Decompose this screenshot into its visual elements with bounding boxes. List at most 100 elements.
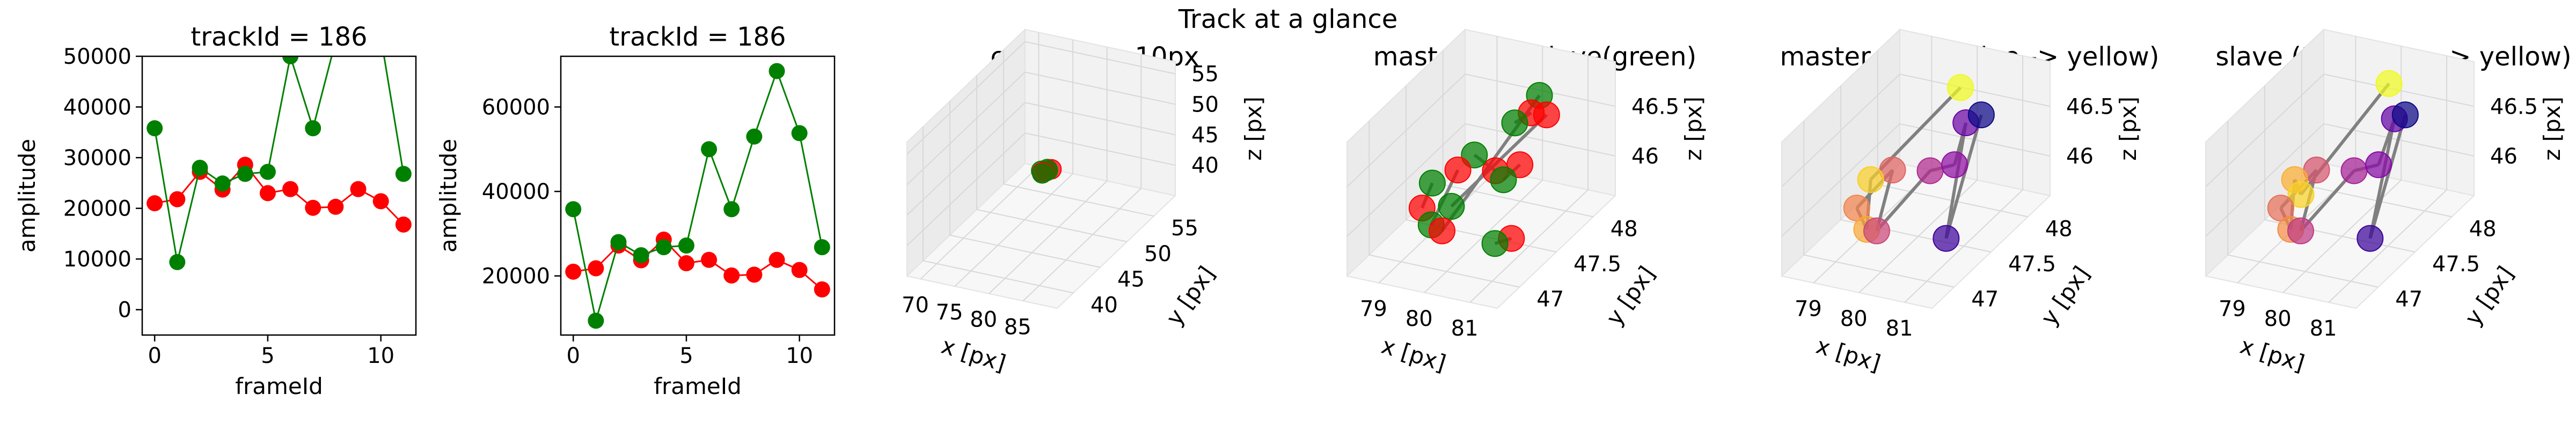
data-point-red-1 [588,260,604,277]
data-point-green-3 [214,175,231,192]
data-point-green-2 [192,160,208,176]
data-point-red-6 [701,251,718,268]
grid-line-y [976,75,1128,242]
trajectory-segment [1944,122,1968,239]
data-point-7 [1031,163,1052,184]
x-tick-label: 5 [261,344,274,368]
data-point-6 [1444,157,1472,184]
z-axis-label: z [px] [1680,96,1707,161]
data-point-green-5 [259,164,276,180]
y-tick-label: 48 [2045,217,2073,241]
data-point-green-4 [237,166,253,182]
data-point-8 [1933,225,1960,252]
grid-line-y [923,127,1074,294]
series-line-green [572,69,823,321]
data-point-green-11 [814,239,830,256]
z-axis-label: z [px] [2539,96,2565,161]
series-green [147,56,412,270]
z-tick-label: 50 [1191,93,1219,117]
y-tick-label: 47 [1536,287,1564,312]
grid-line-z [1346,73,1616,188]
data-point-2 [2391,101,2419,129]
trajectory-segment [2368,114,2407,239]
data-point-7 [2287,181,2315,208]
z-tick-label: 46 [2066,144,2094,169]
data-point-6 [1941,151,1968,179]
data-point-green-1 [588,313,604,329]
data-point-3 [1916,157,1944,184]
data-point-green-0 [565,201,582,218]
data-point-green-10 [791,125,808,142]
y-tick-label: 47.5 [2432,252,2480,277]
data-point-green-7 [305,120,321,137]
data-point-red-10 [791,262,808,278]
grid-line-z [906,71,1176,185]
data-point-10 [1438,192,1465,220]
chart-2d-1: trackId = 186 0 5 10 20000 40000 60000 frameId a… [435,22,836,399]
data-point-red-7 [305,199,321,216]
chart-2d-0: trackId = 186 0 5 10 0 10000 20000 30000 40000 50… [14,22,417,399]
y-tick-label: 47.5 [2008,252,2056,277]
chart-frame [141,55,417,336]
y-tick-label: 40000 [63,95,131,120]
x-tick-label: 79 [1795,297,1822,322]
y-tick-label: 50000 [63,44,131,69]
data-point-red-5 [678,255,694,272]
y-tick-label: 20000 [482,264,550,289]
data-point-green-7 [723,201,740,218]
y-tick-label: 48 [1611,217,1638,241]
data-point-green-1 [169,254,186,270]
y-tick-label: 40000 [482,180,550,204]
x-tick-label: 81 [2310,316,2337,341]
x-tick-label: 5 [679,344,693,368]
grid-line-y [949,101,1101,268]
chart-title: trackId = 186 [609,22,786,52]
z-axis-label: z [px] [1240,96,1267,161]
x-tick-label: 81 [1886,316,1913,341]
data-point-3 [2340,157,2368,184]
grid-line-z [1781,123,2051,237]
data-point-green-4 [655,239,672,256]
data-point-green-8 [746,128,763,145]
data-point-2 [1967,101,1995,129]
data-point-red-9 [350,181,367,197]
y-axis-label: amplitude [14,139,40,252]
grid-line-z [906,132,1176,246]
y-tick-label: 55 [1171,216,1198,241]
data-point-red-7 [723,267,740,284]
z-tick-label: 46.5 [1631,94,1679,119]
z-tick-label: 46 [2490,144,2518,169]
data-point-15 [1429,217,1456,244]
z-tick-label: 45 [1191,123,1219,147]
grid-line-x [954,40,1074,287]
data-point-5 [1857,166,1884,193]
grid-line-z [1781,73,2051,188]
z-tick-label: 46.5 [2066,94,2114,119]
grid-line-z [2205,123,2475,237]
chart-frame [560,55,836,336]
data-point-red-10 [372,193,389,210]
grid-line-z [2205,73,2475,188]
data-point-6 [2365,151,2392,179]
z-tick-label: 46 [1631,144,1659,169]
x-tick-label: 0 [148,344,161,368]
x-tick-label: 80 [1406,307,1433,331]
figure-suptitle: Track at a glance [1178,4,1398,34]
chart-title: trackId = 186 [191,22,367,52]
data-point-green-0 [147,120,163,137]
data-point-red-6 [282,181,299,197]
x-tick-label: 79 [1360,297,1387,322]
data-point-8 [1418,169,1446,197]
y-tick-label: 48 [2469,217,2497,241]
data-point-3 [1533,101,1560,129]
x-tick-label: 85 [1004,315,1031,339]
data-point-11 [2287,217,2315,244]
y-tick-label: 10000 [63,247,131,272]
grid-line-x [1022,54,1142,302]
y-tick-label: 47 [2395,287,2423,312]
